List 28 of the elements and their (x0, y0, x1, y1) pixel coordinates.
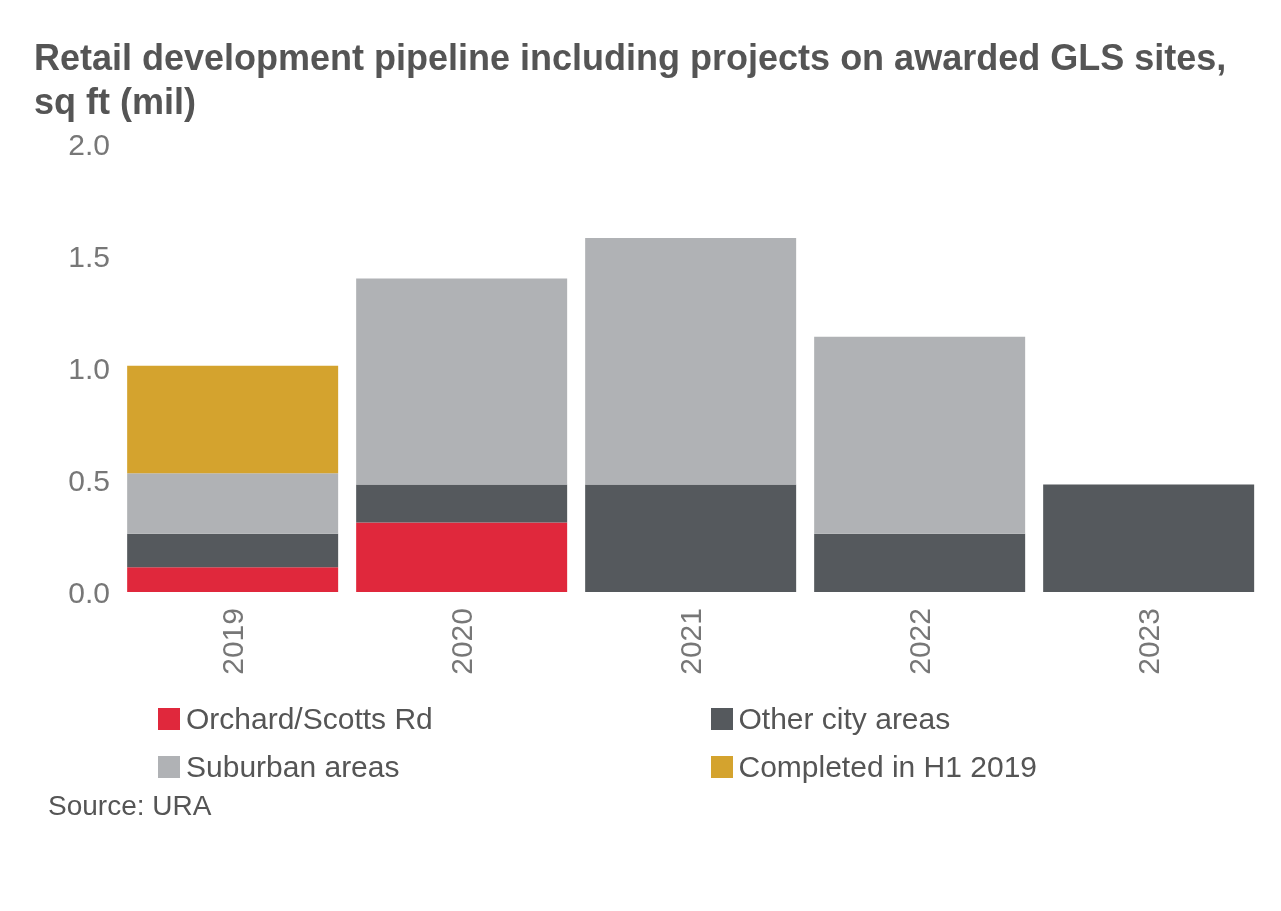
bar (356, 278, 568, 485)
y-tick-label: 2.0 (68, 127, 110, 161)
y-tick-label: 1.5 (68, 239, 110, 273)
legend-label: Other city areas (738, 702, 951, 736)
x-tick-label: 2023 (1132, 608, 1165, 675)
bar (814, 336, 1026, 534)
bar (127, 473, 339, 534)
x-tick-label: 2021 (674, 608, 707, 675)
bar (127, 533, 339, 568)
legend-label: Suburban areas (186, 750, 400, 784)
bar (356, 522, 568, 592)
bar (585, 484, 797, 592)
legend-label: Completed in H1 2019 (738, 750, 1038, 784)
y-tick-label: 0.0 (68, 575, 110, 609)
chart-title: Retail development pipeline including projects on awarded GLS sites, sq ft (mil) (34, 37, 1227, 122)
legend-label: Orchard/Scotts Rd (186, 702, 433, 736)
y-tick-label: 0.5 (68, 463, 110, 497)
bar (1043, 484, 1255, 592)
bar (127, 365, 339, 474)
bar (356, 484, 568, 523)
source-note: Source: URA (47, 789, 213, 822)
x-tick-label: 2022 (903, 608, 936, 675)
bar (814, 533, 1026, 592)
x-tick-label: 2019 (216, 608, 249, 675)
y-tick-label: 1.0 (68, 351, 110, 385)
bar (585, 238, 797, 485)
x-tick-label: 2020 (445, 608, 478, 675)
bar (127, 567, 339, 592)
